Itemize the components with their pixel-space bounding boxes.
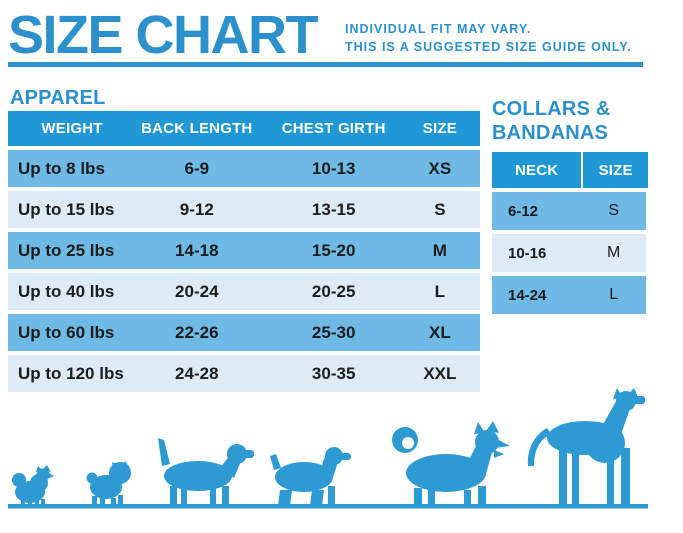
weight-cell: Up to 25 lbs xyxy=(18,240,115,260)
disclaimer-line-1: INDIVIDUAL FIT MAY VARY. xyxy=(345,22,532,36)
table-row: Up to 40 lbs 20-24 20-25 L xyxy=(8,273,480,310)
dog-size-illustration xyxy=(0,385,683,533)
neck-cell: 10-16 xyxy=(508,244,547,262)
neck-cell: 14-24 xyxy=(508,286,547,304)
back-length-cell: 14-18 xyxy=(175,240,219,260)
page-title: SIZE CHART xyxy=(8,5,319,65)
size-cell: S xyxy=(608,202,619,219)
dog-husky-icon xyxy=(392,421,510,506)
disclaimer-line-2: THIS IS A SUGGESTED SIZE GUIDE ONLY. xyxy=(345,40,632,55)
apparel-section-heading: APPAREL xyxy=(10,87,106,109)
title-underline xyxy=(8,62,643,67)
column-header-size: SIZE xyxy=(583,152,648,188)
column-header-neck: NECK xyxy=(492,152,582,188)
size-cell: L xyxy=(609,286,619,303)
neck-cell: 6-12 xyxy=(508,202,539,220)
dog-silhouettes-svg xyxy=(8,388,648,509)
chest-girth-cell: 30-35 xyxy=(311,363,356,383)
size-cell: M xyxy=(606,244,621,261)
chest-girth-cell: 13-15 xyxy=(311,199,356,219)
size-cell: M xyxy=(432,240,447,260)
column-header-chest-girth: CHEST GIRTH xyxy=(281,120,386,137)
disclaimer-text: INDIVIDUAL FIT MAY VARY. THIS IS A SUGGE… xyxy=(345,20,632,56)
collars-size-table: NECK SIZE 6-12 S 10-16 M 14-24 L xyxy=(492,152,648,314)
back-length-cell: 24-28 xyxy=(175,363,219,383)
collars-heading-line-1: COLLARS & xyxy=(492,98,611,120)
table-row: 14-24 L xyxy=(492,276,646,314)
back-length-cell: 22-26 xyxy=(175,322,219,342)
chest-girth-cell: 20-25 xyxy=(311,281,356,301)
size-cell: XS xyxy=(428,158,452,178)
size-cell: S xyxy=(434,199,446,219)
table-row: Up to 8 lbs 6-9 10-13 XS xyxy=(8,150,480,187)
dog-pug-icon xyxy=(86,461,131,506)
back-length-cell: 6-9 xyxy=(184,158,210,178)
table-row: Up to 60 lbs 22-26 25-30 XL xyxy=(8,314,480,351)
dog-great-dane-icon xyxy=(527,388,645,506)
size-cell: XL xyxy=(429,322,451,342)
weight-cell: Up to 120 lbs xyxy=(18,363,124,383)
weight-cell: Up to 8 lbs xyxy=(18,158,105,178)
collars-section-heading: COLLARS & BANDANAS xyxy=(492,97,610,145)
size-cell: XXL xyxy=(423,363,457,383)
weight-cell: Up to 40 lbs xyxy=(18,281,115,301)
dog-cocker-spaniel-icon xyxy=(270,447,351,506)
size-cell: L xyxy=(434,281,446,301)
chest-girth-cell: 15-20 xyxy=(311,240,356,260)
dog-pomeranian-icon xyxy=(12,465,54,506)
table-row: 6-12 S xyxy=(492,192,646,230)
collars-heading-line-2: BANDANAS xyxy=(492,122,609,144)
table-row: Up to 120 lbs 24-28 30-35 XXL xyxy=(8,355,480,392)
table-row: Up to 25 lbs 14-18 15-20 M xyxy=(8,232,480,269)
back-length-cell: 9-12 xyxy=(179,199,214,219)
table-row: Up to 15 lbs 9-12 13-15 S xyxy=(8,191,480,228)
column-header-back-length: BACK LENGTH xyxy=(141,120,253,137)
column-header-size: SIZE xyxy=(422,120,457,137)
back-length-cell: 20-24 xyxy=(175,281,219,301)
ground-line xyxy=(8,504,648,509)
weight-cell: Up to 15 lbs xyxy=(18,199,115,219)
apparel-size-table: WEIGHT BACK LENGTH CHEST GIRTH SIZE Up t… xyxy=(8,111,480,392)
table-row: 10-16 M xyxy=(492,234,646,272)
dog-beagle-icon xyxy=(158,438,254,506)
chest-girth-cell: 10-13 xyxy=(311,158,356,178)
weight-cell: Up to 60 lbs xyxy=(18,322,115,342)
collars-table-header-row: NECK SIZE xyxy=(492,152,648,188)
chest-girth-cell: 25-30 xyxy=(311,322,356,342)
column-header-weight: WEIGHT xyxy=(41,120,103,137)
apparel-table-header-row: WEIGHT BACK LENGTH CHEST GIRTH SIZE xyxy=(8,111,480,146)
